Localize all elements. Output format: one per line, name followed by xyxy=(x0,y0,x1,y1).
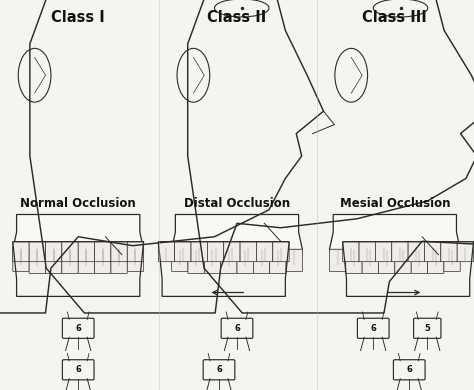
FancyBboxPatch shape xyxy=(62,241,78,262)
FancyBboxPatch shape xyxy=(408,241,424,262)
Text: 6: 6 xyxy=(370,324,376,333)
FancyBboxPatch shape xyxy=(424,241,441,262)
FancyBboxPatch shape xyxy=(111,249,127,273)
FancyBboxPatch shape xyxy=(359,241,375,262)
Text: 6: 6 xyxy=(75,324,81,333)
FancyBboxPatch shape xyxy=(111,241,127,262)
Text: Class I: Class I xyxy=(51,10,105,25)
FancyBboxPatch shape xyxy=(46,249,62,273)
FancyBboxPatch shape xyxy=(172,249,188,271)
Polygon shape xyxy=(329,215,460,250)
FancyBboxPatch shape xyxy=(62,249,78,273)
Polygon shape xyxy=(172,215,302,250)
FancyBboxPatch shape xyxy=(94,249,111,273)
FancyBboxPatch shape xyxy=(240,241,256,262)
FancyBboxPatch shape xyxy=(237,249,253,273)
FancyBboxPatch shape xyxy=(63,360,94,380)
Text: Class II: Class II xyxy=(207,10,266,25)
FancyBboxPatch shape xyxy=(224,241,240,262)
FancyBboxPatch shape xyxy=(221,249,237,273)
FancyBboxPatch shape xyxy=(63,318,94,339)
FancyBboxPatch shape xyxy=(395,249,411,273)
FancyBboxPatch shape xyxy=(392,241,408,262)
Text: 6: 6 xyxy=(75,365,81,374)
FancyBboxPatch shape xyxy=(29,241,46,262)
FancyBboxPatch shape xyxy=(441,241,457,262)
FancyBboxPatch shape xyxy=(221,318,253,339)
FancyBboxPatch shape xyxy=(158,241,174,262)
FancyBboxPatch shape xyxy=(270,249,286,273)
FancyBboxPatch shape xyxy=(444,249,460,271)
Text: 5: 5 xyxy=(424,324,430,333)
Text: Normal Occlusion: Normal Occlusion xyxy=(20,197,136,210)
FancyBboxPatch shape xyxy=(203,360,235,380)
Polygon shape xyxy=(13,215,144,250)
FancyBboxPatch shape xyxy=(329,249,346,271)
FancyBboxPatch shape xyxy=(253,249,270,273)
FancyBboxPatch shape xyxy=(188,249,204,273)
FancyBboxPatch shape xyxy=(273,241,289,262)
FancyBboxPatch shape xyxy=(457,241,474,262)
Text: 6: 6 xyxy=(406,365,412,374)
Text: 6: 6 xyxy=(216,365,222,374)
FancyBboxPatch shape xyxy=(362,249,378,273)
FancyBboxPatch shape xyxy=(256,241,273,262)
FancyBboxPatch shape xyxy=(414,318,441,339)
FancyBboxPatch shape xyxy=(375,241,392,262)
FancyBboxPatch shape xyxy=(378,249,395,273)
FancyBboxPatch shape xyxy=(204,249,221,273)
FancyBboxPatch shape xyxy=(46,241,62,262)
FancyBboxPatch shape xyxy=(346,249,362,273)
FancyBboxPatch shape xyxy=(174,241,191,262)
Text: Mesial Occlusion: Mesial Occlusion xyxy=(339,197,450,210)
Text: 6: 6 xyxy=(234,324,240,333)
FancyBboxPatch shape xyxy=(13,249,29,271)
FancyBboxPatch shape xyxy=(343,241,359,262)
FancyBboxPatch shape xyxy=(78,249,94,273)
FancyBboxPatch shape xyxy=(191,241,207,262)
FancyBboxPatch shape xyxy=(78,241,94,262)
FancyBboxPatch shape xyxy=(411,249,428,273)
FancyBboxPatch shape xyxy=(94,241,111,262)
FancyBboxPatch shape xyxy=(357,318,389,339)
FancyBboxPatch shape xyxy=(29,249,46,273)
Text: Class III: Class III xyxy=(363,10,427,25)
Text: Distal Occlusion: Distal Occlusion xyxy=(184,197,290,210)
FancyBboxPatch shape xyxy=(127,249,144,271)
FancyBboxPatch shape xyxy=(286,249,302,271)
FancyBboxPatch shape xyxy=(13,241,29,262)
FancyBboxPatch shape xyxy=(393,360,425,380)
FancyBboxPatch shape xyxy=(127,241,144,262)
FancyBboxPatch shape xyxy=(428,249,444,273)
FancyBboxPatch shape xyxy=(207,241,224,262)
